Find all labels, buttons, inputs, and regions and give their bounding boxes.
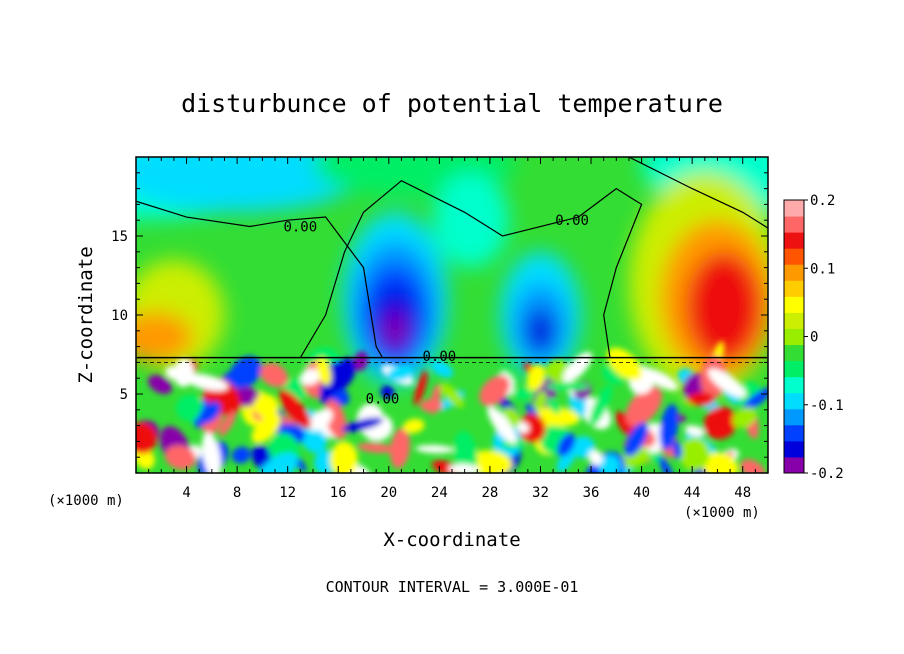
x-axis-ticks: 4 8 12 16 20 24 28 32 36 40 44 48 bbox=[148, 157, 756, 501]
x-unit-label: (×1000 m) bbox=[684, 505, 760, 521]
x-tick-label: 28 bbox=[481, 485, 498, 501]
chart-title: disturbunce of potential temperature bbox=[181, 89, 723, 118]
x-tick-label: 12 bbox=[279, 485, 296, 501]
colorbar-swatch bbox=[784, 424, 804, 442]
contour-label: 0.00 bbox=[283, 220, 317, 236]
y-axis-ticks: 5 10 15 bbox=[111, 172, 768, 458]
x-tick-label: 44 bbox=[684, 485, 701, 501]
y-tick-label: 5 bbox=[120, 387, 128, 403]
colorbar bbox=[783, 199, 805, 474]
colorbar-swatch bbox=[784, 344, 804, 362]
colorbar-tick-label: 0 bbox=[810, 330, 818, 346]
colorbar-tick-label: -0.1 bbox=[810, 398, 844, 414]
x-tick-label: 4 bbox=[182, 485, 190, 501]
colorbar-swatch bbox=[784, 360, 804, 378]
contour-lines bbox=[136, 157, 768, 363]
colorbar-swatch bbox=[784, 376, 804, 394]
heatmap-field bbox=[136, 157, 768, 473]
contour-label: 0.00 bbox=[366, 392, 400, 408]
colorbar-tick-label: 0.2 bbox=[810, 193, 835, 209]
x-tick-label: 36 bbox=[583, 485, 600, 501]
colorbar-swatch bbox=[784, 264, 804, 281]
colorbar-swatch bbox=[784, 296, 804, 313]
colorbar-tick-label: -0.2 bbox=[810, 466, 844, 482]
colorbar-tick-label: 0.1 bbox=[810, 261, 835, 277]
colorbar-swatch bbox=[784, 440, 804, 458]
y-tick-label: 15 bbox=[111, 229, 128, 245]
x-tick-label: 16 bbox=[330, 485, 347, 501]
colorbar-swatch bbox=[784, 392, 804, 410]
x-tick-label: 40 bbox=[633, 485, 650, 501]
colorbar-swatch bbox=[784, 328, 804, 346]
y-axis-title: Z-coordinate bbox=[75, 246, 97, 383]
colorbar-swatch bbox=[784, 456, 804, 474]
x-tick-label: 20 bbox=[380, 485, 397, 501]
colorbar-swatch bbox=[784, 216, 804, 233]
colorbar-swatch bbox=[784, 248, 804, 265]
x-tick-label: 8 bbox=[233, 485, 241, 501]
colorbar-swatch bbox=[784, 408, 804, 426]
x-tick-label: 32 bbox=[532, 485, 549, 501]
x-tick-label: 24 bbox=[431, 485, 448, 501]
z-unit-label: (×1000 m) bbox=[48, 493, 124, 509]
x-axis-title: X-coordinate bbox=[383, 529, 520, 551]
colorbar-swatch bbox=[784, 200, 804, 217]
contour-interval-note: CONTOUR INTERVAL = 3.000E-01 bbox=[326, 578, 579, 596]
colorbar-labels: 0.2 0.1 0 -0.1 -0.2 bbox=[804, 193, 844, 482]
contour-labels: 0.00 0.00 0.00 0.00 bbox=[283, 213, 588, 408]
y-tick-label: 10 bbox=[111, 308, 128, 324]
colorbar-swatch bbox=[784, 280, 804, 297]
colorbar-swatch bbox=[784, 312, 804, 329]
contour-label: 0.00 bbox=[555, 213, 589, 229]
x-tick-label: 48 bbox=[734, 485, 751, 501]
contour-label: 0.00 bbox=[423, 349, 457, 365]
colorbar-swatch bbox=[784, 232, 804, 249]
